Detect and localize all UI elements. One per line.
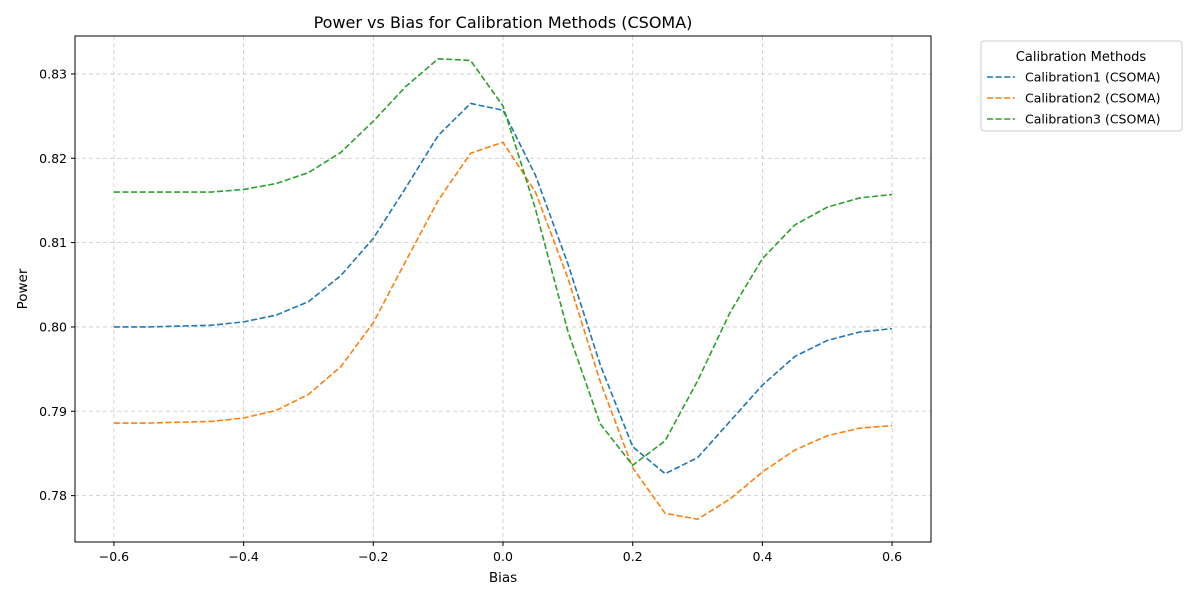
legend-label: Calibration2 (CSOMA): [1025, 91, 1161, 106]
y-axis-label: Power: [15, 268, 31, 309]
x-tick-label: −0.6: [99, 549, 129, 564]
series-line-2: [113, 141, 893, 521]
y-tick-label: 0.80: [39, 319, 67, 334]
series-lines: [113, 57, 893, 521]
y-tick-label: 0.83: [39, 66, 67, 81]
legend-title: Calibration Methods: [1016, 50, 1147, 65]
y-tick-label: 0.79: [39, 404, 67, 419]
legend-box: [980, 40, 1183, 132]
series-line-3: [113, 57, 893, 467]
x-tick-label: 0.4: [752, 549, 772, 564]
x-axis-label: Bias: [489, 570, 517, 586]
x-tick-label: 0.2: [623, 549, 643, 564]
x-tick-label: −0.4: [228, 549, 258, 564]
series-line-1: [113, 102, 893, 475]
chart-title: Power vs Bias for Calibration Methods (C…: [314, 13, 693, 32]
x-tick-label: −0.2: [358, 549, 388, 564]
legend-label: Calibration3 (CSOMA): [1025, 112, 1161, 127]
legend: Calibration Methods Calibration1 (CSOMA)…: [980, 40, 1183, 132]
y-tick-label: 0.82: [39, 151, 67, 166]
legend-items: Calibration1 (CSOMA) Calibration2 (CSOMA)…: [987, 70, 1161, 127]
legend-label: Calibration1 (CSOMA): [1025, 70, 1161, 85]
y-tick-label: 0.81: [39, 235, 67, 250]
y-tick-label: 0.78: [39, 488, 67, 503]
axis-ticks: −0.6 −0.4 −0.2 0.0 0.2 0.4 0.6 0.78 0.79 0.80 0.81…: [39, 66, 902, 564]
x-tick-label: 0.0: [493, 549, 513, 564]
x-tick-label: 0.6: [882, 549, 902, 564]
